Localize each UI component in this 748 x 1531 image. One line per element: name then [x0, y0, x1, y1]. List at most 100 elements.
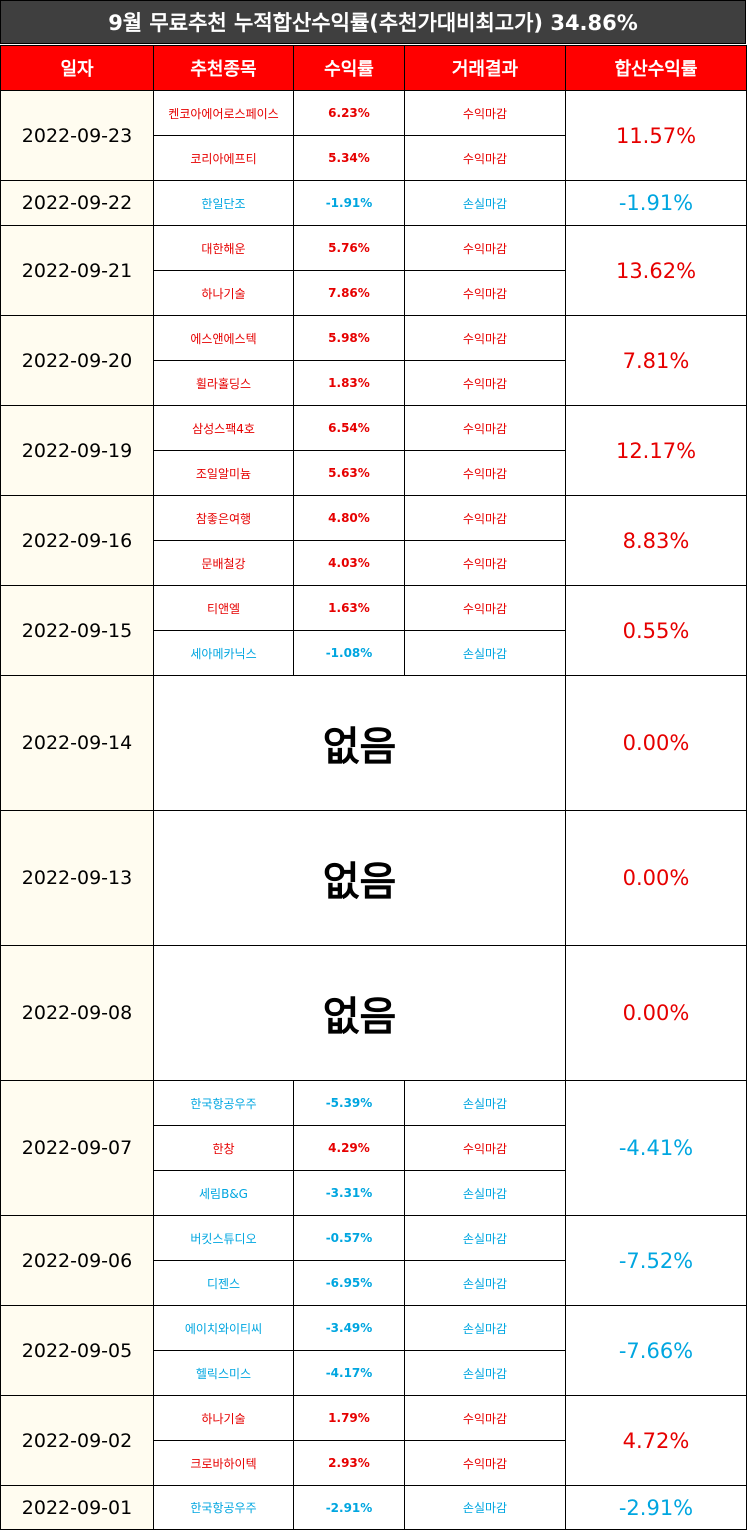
table-row: 2022-09-20 에스앤에스텍 5.98% 수익마감 7.81% [0, 315, 747, 406]
table-row: 크로바하이텍 2.93% 수익마감 [1, 1440, 747, 1486]
rate-cell: 4.29% [293, 1125, 405, 1171]
table-row: 2022-09-15 티앤엘 1.63% 수익마감 0.55% [0, 585, 747, 676]
result-cell: 손실마감 [404, 180, 566, 226]
date-cell: 2022-09-16 [0, 495, 154, 586]
stock-name-cell: 하나기술 [153, 1395, 294, 1441]
table-row: 한창 4.29% 수익마감 [1, 1125, 747, 1171]
stock-name-cell: 에스앤에스텍 [153, 315, 294, 361]
total-return-cell: 8.83% [565, 495, 747, 586]
stock-name-cell: 코리아에프티 [153, 135, 294, 181]
rate-cell: 4.80% [293, 495, 405, 541]
header-total: 합산수익률 [565, 45, 747, 91]
date-cell: 2022-09-06 [0, 1215, 154, 1306]
stock-name-cell: 크로바하이텍 [153, 1440, 294, 1486]
rate-cell: -2.91% [293, 1485, 405, 1530]
rate-cell: 1.79% [293, 1395, 405, 1441]
stock-name-cell: 휠라홀딩스 [153, 360, 294, 406]
total-return-cell: 0.00% [565, 945, 747, 1081]
header-stock: 추천종목 [153, 45, 294, 91]
header-row: 일자 추천종목 수익률 거래결과 합산수익률 [0, 45, 747, 91]
stock-name-cell: 한일단조 [153, 180, 294, 226]
table-row: 2022-09-08 없음 0.00% [0, 945, 747, 1081]
total-return-cell: 0.55% [565, 585, 747, 676]
rate-cell: 5.63% [293, 450, 405, 496]
no-recommendation-cell: 없음 [153, 945, 566, 1081]
rate-cell: 5.98% [293, 315, 405, 361]
table-row: 2022-09-07 한국항공우주 -5.39% 손실마감 -4.41% [0, 1080, 747, 1216]
header-date: 일자 [0, 45, 154, 91]
result-cell: 수익마감 [404, 360, 566, 406]
rate-cell: -1.08% [293, 630, 405, 676]
returns-table: 일자 추천종목 수익률 거래결과 합산수익률 2022-09-23 켄코아에어로스… [0, 45, 747, 1530]
total-return-cell: 4.72% [565, 1395, 747, 1486]
rate-cell: 5.34% [293, 135, 405, 181]
stock-name-cell: 에이치와이티씨 [153, 1305, 294, 1351]
stock-name-cell: 디젠스 [153, 1260, 294, 1306]
total-return-cell: 0.00% [565, 675, 747, 811]
table-row: 2022-09-23 켄코아에어로스페이스 6.23% 수익마감 11.57% [0, 90, 747, 181]
table-row: 2022-09-19 삼성스팩4호 6.54% 수익마감 12.17% [0, 405, 747, 496]
stock-name-cell: 대한해운 [153, 225, 294, 271]
table-row: 세림B&G -3.31% 손실마감 [1, 1170, 747, 1216]
rate-cell: -4.17% [293, 1350, 405, 1396]
date-cell: 2022-09-19 [0, 405, 154, 496]
rate-cell: 7.86% [293, 270, 405, 316]
table-row: 헬릭스미스 -4.17% 손실마감 [1, 1350, 747, 1396]
stock-name-cell: 한국항공우주 [153, 1080, 294, 1126]
result-cell: 손실마감 [404, 1305, 566, 1351]
stock-name-cell: 참좋은여행 [153, 495, 294, 541]
result-cell: 수익마감 [404, 1125, 566, 1171]
date-cell: 2022-09-21 [0, 225, 154, 316]
table-row: 2022-09-21 대한해운 5.76% 수익마감 13.62% [0, 225, 747, 316]
result-cell: 수익마감 [404, 135, 566, 181]
date-cell: 2022-09-23 [0, 90, 154, 181]
table-row: 2022-09-02 하나기술 1.79% 수익마감 4.72% [0, 1395, 747, 1486]
result-cell: 손실마감 [404, 1215, 566, 1261]
date-cell: 2022-09-08 [0, 945, 154, 1081]
sheet-title: 9월 무료추천 누적합산수익률(추천가대비최고가) 34.86% [0, 0, 746, 44]
rate-cell: 6.23% [293, 90, 405, 136]
total-return-cell: -7.66% [565, 1305, 747, 1396]
date-cell: 2022-09-07 [0, 1080, 154, 1216]
rate-cell: -0.57% [293, 1215, 405, 1261]
header-rate: 수익률 [293, 45, 405, 91]
rate-cell: -1.91% [293, 180, 405, 226]
rate-cell: 4.03% [293, 540, 405, 586]
total-return-cell: 0.00% [565, 810, 747, 946]
stock-name-cell: 조일알미늄 [153, 450, 294, 496]
result-cell: 손실마감 [404, 1080, 566, 1126]
stock-name-cell: 한국항공우주 [153, 1485, 294, 1530]
table-row: 코리아에프티 5.34% 수익마감 [1, 135, 747, 181]
result-cell: 손실마감 [404, 1170, 566, 1216]
result-cell: 수익마감 [404, 495, 566, 541]
table-row: 휠라홀딩스 1.83% 수익마감 [1, 360, 747, 406]
stock-name-cell: 세아메카닉스 [153, 630, 294, 676]
rate-cell: 1.63% [293, 585, 405, 631]
date-cell: 2022-09-01 [0, 1485, 154, 1530]
stock-name-cell: 티앤엘 [153, 585, 294, 631]
result-cell: 수익마감 [404, 225, 566, 271]
table-row: 2022-09-01 한국항공우주 -2.91% 손실마감 -2.91% [0, 1485, 747, 1530]
stock-name-cell: 문배철강 [153, 540, 294, 586]
rate-cell: -6.95% [293, 1260, 405, 1306]
total-return-cell: 12.17% [565, 405, 747, 496]
result-cell: 수익마감 [404, 1395, 566, 1441]
rate-cell: 5.76% [293, 225, 405, 271]
table-row: 2022-09-05 에이치와이티씨 -3.49% 손실마감 -7.66% [0, 1305, 747, 1396]
table-row: 조일알미늄 5.63% 수익마감 [1, 450, 747, 496]
table-row: 하나기술 7.86% 수익마감 [1, 270, 747, 316]
stock-name-cell: 한창 [153, 1125, 294, 1171]
date-cell: 2022-09-02 [0, 1395, 154, 1486]
stock-name-cell: 삼성스팩4호 [153, 405, 294, 451]
date-cell: 2022-09-20 [0, 315, 154, 406]
no-recommendation-cell: 없음 [153, 810, 566, 946]
table-row: 2022-09-13 없음 0.00% [0, 810, 747, 946]
table-row: 세아메카닉스 -1.08% 손실마감 [1, 630, 747, 676]
result-cell: 수익마감 [404, 585, 566, 631]
total-return-cell: 13.62% [565, 225, 747, 316]
total-return-cell: -7.52% [565, 1215, 747, 1306]
table-row: 디젠스 -6.95% 손실마감 [1, 1260, 747, 1306]
result-cell: 수익마감 [404, 450, 566, 496]
total-return-cell: -2.91% [565, 1485, 747, 1530]
